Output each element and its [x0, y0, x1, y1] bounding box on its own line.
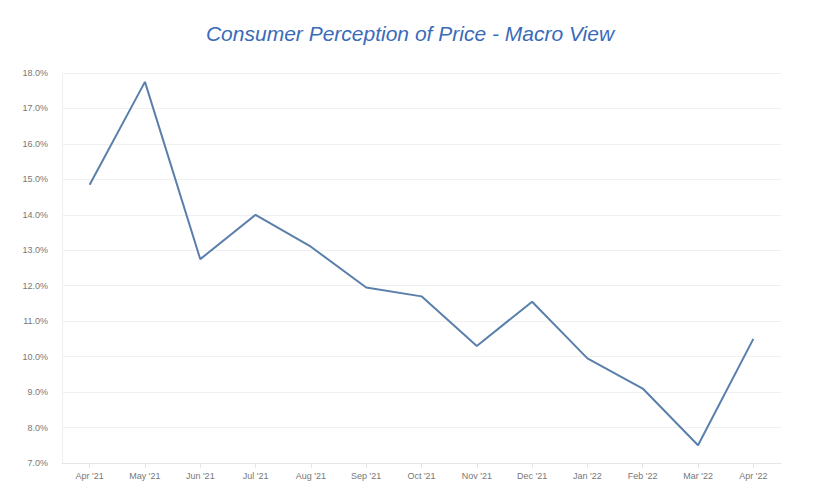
svg-text:16.0%: 16.0% [22, 139, 48, 149]
svg-text:15.0%: 15.0% [22, 174, 48, 184]
svg-text:8.0%: 8.0% [27, 423, 48, 433]
svg-text:12.0%: 12.0% [22, 281, 48, 291]
svg-text:Apr '22: Apr '22 [739, 471, 767, 481]
svg-text:Apr '21: Apr '21 [76, 471, 104, 481]
svg-text:Jan '22: Jan '22 [573, 471, 602, 481]
svg-text:Dec '21: Dec '21 [517, 471, 547, 481]
svg-text:Nov '21: Nov '21 [462, 471, 492, 481]
svg-text:Jun '21: Jun '21 [186, 471, 215, 481]
svg-text:13.0%: 13.0% [22, 245, 48, 255]
svg-text:Sep '21: Sep '21 [351, 471, 381, 481]
svg-text:May '21: May '21 [129, 471, 160, 481]
svg-text:Jul '21: Jul '21 [243, 471, 269, 481]
svg-text:11.0%: 11.0% [23, 316, 48, 326]
svg-text:Feb '22: Feb '22 [628, 471, 658, 481]
svg-text:17.0%: 17.0% [22, 103, 48, 113]
svg-text:Mar '22: Mar '22 [683, 471, 713, 481]
svg-text:Oct '21: Oct '21 [407, 471, 435, 481]
svg-text:Consumer Perception of Price -: Consumer Perception of Price - Macro Vie… [206, 22, 616, 45]
svg-text:10.0%: 10.0% [22, 352, 48, 362]
svg-text:9.0%: 9.0% [27, 387, 48, 397]
svg-text:Aug '21: Aug '21 [296, 471, 326, 481]
svg-text:14.0%: 14.0% [22, 210, 48, 220]
svg-text:7.0%: 7.0% [27, 458, 48, 468]
svg-text:18.0%: 18.0% [22, 68, 48, 78]
